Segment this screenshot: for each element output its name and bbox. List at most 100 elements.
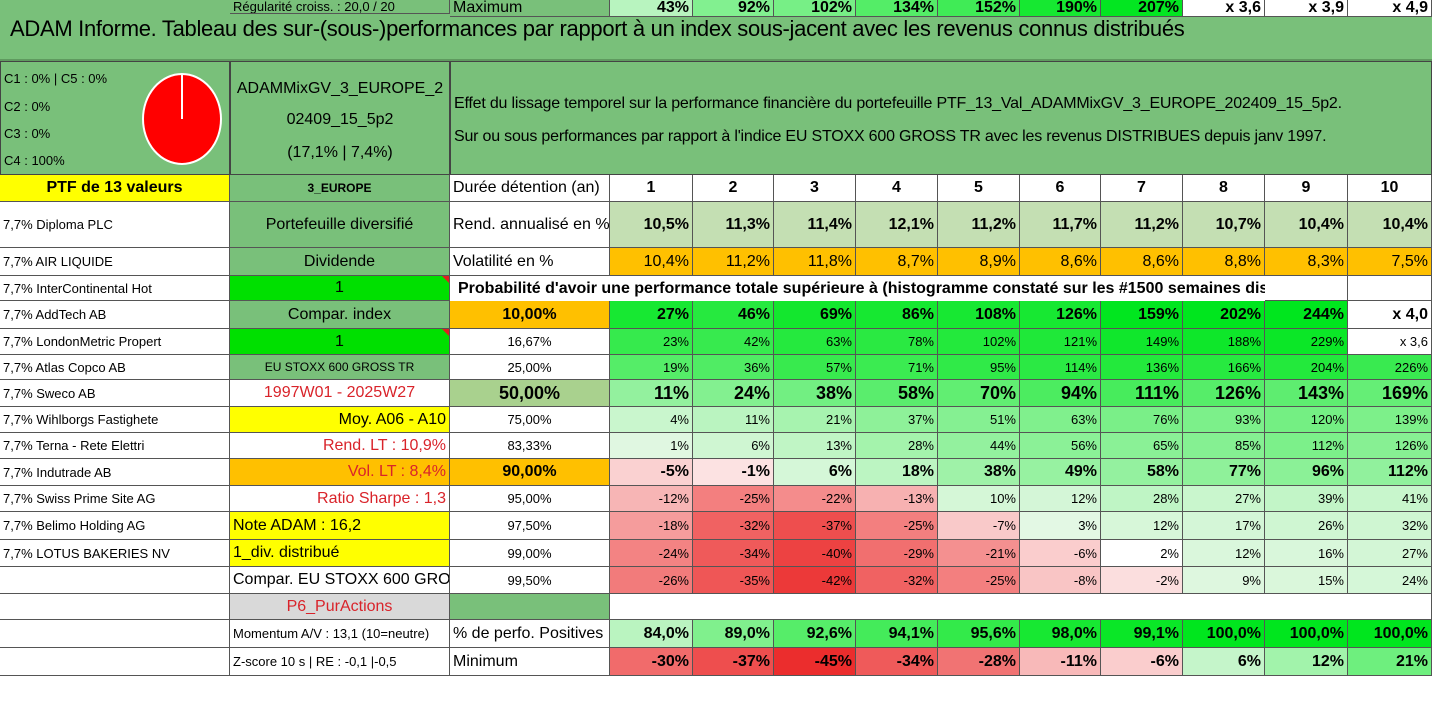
probability-value: 63% [1020, 407, 1101, 433]
probability-value: 21% [774, 407, 856, 433]
volatility-value: 8,6% [1101, 248, 1183, 276]
allocation-label-c4: C4 : 100% [4, 153, 65, 168]
holding-item: 7,7% AIR LIQUIDE [0, 248, 230, 276]
return-value: 11,2% [1101, 202, 1183, 248]
comparison-index-full: Compar. EU STOXX 600 GROSS TR [230, 567, 450, 594]
holding-item: 7,7% LOTUS BAKERIES NV [0, 540, 230, 567]
positives-value: 100,0% [1348, 620, 1432, 648]
empty-cell [1020, 594, 1101, 620]
fund-name-line2: 02409_15_5p2 [286, 111, 394, 128]
probability-value: 6% [693, 433, 774, 459]
volatility-value: 10,4% [610, 248, 693, 276]
probability-value: -7% [938, 512, 1020, 540]
probability-value: 149% [1101, 329, 1183, 355]
probability-value: -25% [856, 512, 938, 540]
probability-value: 244% [1265, 301, 1348, 329]
probability-value: 65% [1101, 433, 1183, 459]
probability-value: -25% [938, 567, 1020, 594]
probability-value: -37% [774, 512, 856, 540]
probability-value: 169% [1348, 380, 1432, 407]
comment-marker-icon [442, 276, 449, 283]
fund-name-line1: ADAMMixGV_3_EUROPE_2 [236, 80, 444, 97]
probability-value: 32% [1348, 512, 1432, 540]
probability-value: 18% [856, 459, 938, 486]
minimum-value: -37% [693, 648, 774, 676]
return-value: 11,4% [774, 202, 856, 248]
return-value: 10,4% [1265, 202, 1348, 248]
year-header: 10 [1348, 175, 1432, 202]
probability-value: 188% [1183, 329, 1265, 355]
minimum-value: 6% [1183, 648, 1265, 676]
fund-cell: ADAMMixGV_3_EUROPE_2 02409_15_5p2 (17,1%… [230, 61, 450, 175]
maximum-value: 207% [1101, 0, 1183, 17]
probability-value: 58% [1101, 459, 1183, 486]
minimum-value: -28% [938, 648, 1020, 676]
volatility-label: Volatilité en % [450, 248, 610, 276]
probability-value: -21% [938, 540, 1020, 567]
zscore-label: Z-score 10 s | RE : -0,1 |-0,5 [230, 648, 450, 676]
year-header: 8 [1183, 175, 1265, 202]
positives-value: 84,0% [610, 620, 693, 648]
positives-value: 95,6% [938, 620, 1020, 648]
probability-level: 10,00% [450, 301, 610, 329]
probability-value: 85% [1183, 433, 1265, 459]
minimum-value: -6% [1101, 648, 1183, 676]
probability-value: 16% [1265, 540, 1348, 567]
probability-value: 111% [1101, 380, 1183, 407]
probability-value: 17% [1183, 512, 1265, 540]
probability-level: 95,00% [450, 486, 610, 512]
probability-level: 16,67% [450, 329, 610, 355]
probability-value: 27% [1183, 486, 1265, 512]
probability-value: 24% [693, 380, 774, 407]
probability-value: 77% [1183, 459, 1265, 486]
volatility-value: 8,8% [1183, 248, 1265, 276]
holding-item: 7,7% Atlas Copco AB [0, 355, 230, 380]
holding-item: 7,7% Swiss Prime Site AG [0, 486, 230, 512]
comment-marker-icon [442, 329, 449, 336]
probability-value: 38% [938, 459, 1020, 486]
duration-label: Durée détention (an) [450, 175, 610, 202]
return-value: 11,3% [693, 202, 774, 248]
long-term-volatility: Vol. LT : 8,4% [230, 459, 450, 486]
positives-value: 92,6% [774, 620, 856, 648]
probability-value: 11% [610, 380, 693, 407]
probability-value: 51% [938, 407, 1020, 433]
return-value: 10,5% [610, 202, 693, 248]
dividend-distributed: 1_div. distribué [230, 540, 450, 567]
holding-item: 7,7% Wihlborgs Fastighete [0, 407, 230, 433]
probability-value: 126% [1020, 301, 1101, 329]
probability-value: 24% [1348, 567, 1432, 594]
holding-item: 7,7% Belimo Holding AG [0, 512, 230, 540]
dividend-label: Dividende [230, 248, 450, 276]
regularity-label: Régularité croiss. : 20,0 / 20 [230, 0, 450, 14]
probability-value: 86% [856, 301, 938, 329]
probability-value: 23% [610, 329, 693, 355]
return-value: 12,1% [856, 202, 938, 248]
probability-level: 90,00% [450, 459, 610, 486]
probability-value: 71% [856, 355, 938, 380]
probability-value: -32% [693, 512, 774, 540]
volatility-value: 11,8% [774, 248, 856, 276]
return-value: 11,2% [938, 202, 1020, 248]
minimum-value: -11% [1020, 648, 1101, 676]
period-label: 1997W01 - 2025W27 [230, 380, 450, 407]
probability-value: 95% [938, 355, 1020, 380]
probability-value: 2% [1101, 540, 1183, 567]
probability-value: 202% [1183, 301, 1265, 329]
maximum-value: 190% [1020, 0, 1101, 17]
probability-value: 226% [1348, 355, 1432, 380]
probability-value: 58% [856, 380, 938, 407]
probability-value: -24% [610, 540, 693, 567]
probability-value: 102% [938, 329, 1020, 355]
probability-level: 50,00% [450, 380, 610, 407]
probability-value: 94% [1020, 380, 1101, 407]
probability-value: 120% [1265, 407, 1348, 433]
probability-value: 166% [1183, 355, 1265, 380]
probability-value: 12% [1183, 540, 1265, 567]
holding-item: 7,7% LondonMetric Propert [0, 329, 230, 355]
probability-value: 12% [1101, 512, 1183, 540]
fund-stats: (17,1% | 7,4%) [287, 144, 393, 161]
dividend-flag: 1 [230, 276, 450, 301]
allocation-cell: C1 : 0% | C5 : 0% C2 : 0% C3 : 0% C4 : 1… [0, 61, 230, 175]
portfolio-count: PTF de 13 valeurs [0, 175, 230, 202]
